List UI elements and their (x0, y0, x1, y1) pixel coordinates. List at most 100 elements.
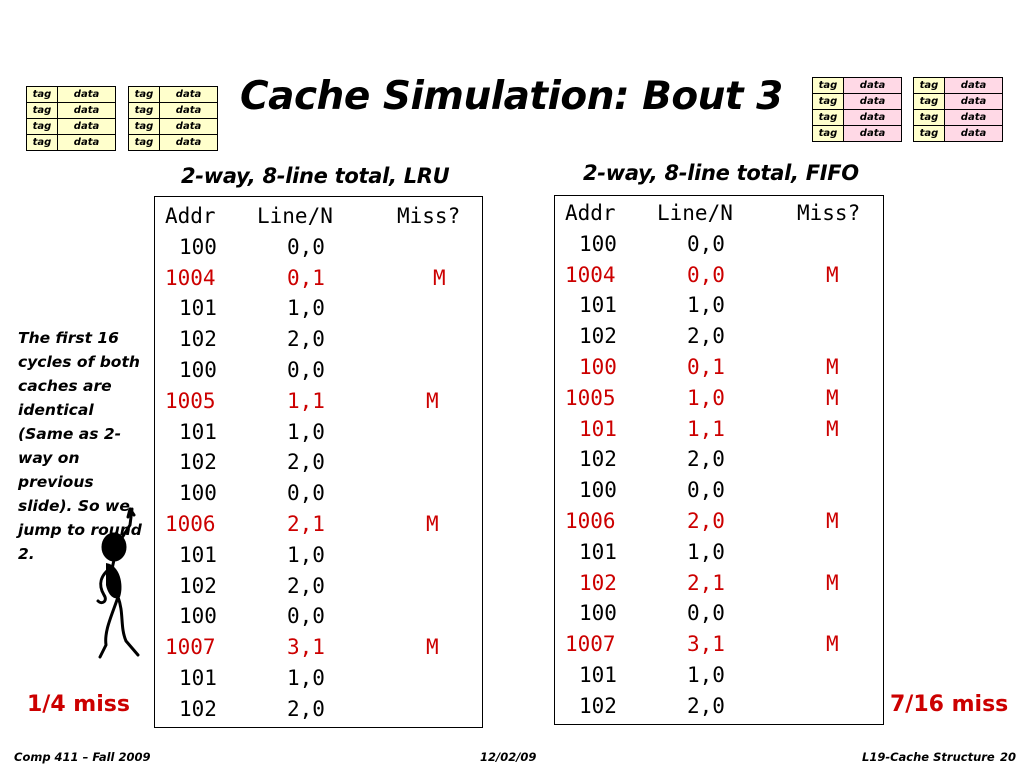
fifo-line-cell: 2,1 (687, 570, 725, 595)
lru-address-cell: 102 (179, 696, 217, 721)
lru-miss-cell: M (426, 511, 439, 536)
lru-address-cell: 100 (179, 604, 217, 629)
cache-data-cell: data (159, 134, 218, 151)
cache-tag-cell: tag (812, 109, 844, 126)
cache-data-cell: data (944, 109, 1003, 126)
lru-table-row: 100 0,0 (165, 355, 460, 386)
lru-table-row: 1007 3,1 M (165, 632, 460, 663)
fifo-line-cell: 0,0 (687, 262, 725, 287)
lru-line-cell: 2,0 (287, 327, 325, 352)
cache-diagram-left-1: tag data tag data tag data tag data (26, 86, 116, 151)
fifo-table-row: 102 2,1 M (565, 568, 860, 599)
fifo-miss-cell (797, 691, 860, 722)
lru-table-row: 1004 0,1 M (165, 263, 460, 294)
cache-tag-cell: tag (913, 77, 945, 94)
lru-table-row: 101 1,0 (165, 663, 460, 694)
cache-line: tag data (913, 93, 1003, 110)
fifo-miss-cell (797, 660, 860, 691)
fifo-address-cell: 102 (579, 570, 617, 595)
cache-data-cell: data (57, 134, 116, 151)
lru-miss-rate: 1/4 miss (27, 692, 130, 717)
lru-header-row: Addr Line/N Miss? (165, 201, 460, 232)
fifo-table-row: 1005 1,0 M (565, 383, 860, 414)
cache-line: tag data (812, 93, 902, 110)
lru-line-cell: 0,0 (287, 357, 325, 382)
lru-miss-cell (397, 355, 460, 386)
cache-line: tag data (128, 102, 218, 119)
fifo-subtitle: 2-way, 8-line total, FIFO (583, 161, 859, 185)
fifo-line-cell: 2,0 (687, 447, 725, 472)
fifo-address-cell: 100 (579, 478, 617, 503)
fifo-line-cell: 3,1 (687, 632, 725, 657)
cache-data-cell: data (843, 109, 902, 126)
fifo-line-cell: 1,0 (687, 293, 725, 318)
lru-miss-cell (397, 540, 460, 571)
cache-data-cell: data (159, 118, 218, 135)
fifo-miss-cell: M (826, 262, 839, 287)
lru-table-row: 1006 2,1 M (165, 509, 460, 540)
fifo-table-row: 1004 0,0 M (565, 260, 860, 291)
cache-tag-cell: tag (913, 125, 945, 142)
fifo-table: Addr Line/N Miss? 100 0,0 1004 0,0 M 101 1,0 10… (565, 198, 860, 722)
cache-line: tag data (913, 125, 1003, 142)
cache-data-cell: data (159, 86, 218, 103)
fifo-line-cell: 2,0 (687, 508, 725, 533)
lru-line-cell: 2,1 (287, 511, 325, 536)
lru-line-cell: 1,0 (287, 419, 325, 444)
fifo-address-cell: 102 (579, 324, 617, 349)
cache-tag-cell: tag (26, 86, 58, 103)
cache-line: tag data (913, 77, 1003, 94)
cache-data-cell: data (843, 125, 902, 142)
cache-line: tag data (26, 102, 116, 119)
fifo-address-cell: 100 (579, 354, 617, 379)
fifo-address-cell: 101 (579, 416, 617, 441)
lru-line-cell: 1,0 (287, 296, 325, 321)
cache-data-cell: data (944, 93, 1003, 110)
lru-line-cell: 1,0 (287, 542, 325, 567)
cache-tag-cell: tag (26, 118, 58, 135)
slide-title: Cache Simulation: Bout 3 (240, 74, 783, 119)
lru-line-cell: 1,1 (287, 388, 325, 413)
lru-miss-cell (397, 293, 460, 324)
cache-diagram-left-2: tag data tag data tag data tag data (128, 86, 218, 151)
lru-table-row: 101 1,0 (165, 293, 460, 324)
cache-line: tag data (128, 118, 218, 135)
fifo-table-row: 101 1,0 (565, 290, 860, 321)
cache-tag-cell: tag (812, 125, 844, 142)
lru-address-cell: 1006 (165, 511, 216, 536)
fifo-miss-cell: M (826, 570, 839, 595)
lru-table-row: 100 0,0 (165, 478, 460, 509)
cache-data-cell: data (843, 77, 902, 94)
lru-line-cell: 0,0 (287, 481, 325, 506)
fifo-address-cell: 101 (579, 662, 617, 687)
lru-table-row: 102 2,0 (165, 324, 460, 355)
cache-data-cell: data (57, 102, 116, 119)
lru-table-row: 100 0,0 (165, 232, 460, 263)
fifo-table-row: 102 2,0 (565, 444, 860, 475)
stick-figure-illustration (96, 507, 140, 659)
fifo-line-cell: 1,0 (687, 539, 725, 564)
lru-miss-cell (397, 232, 460, 263)
cache-line: tag data (812, 77, 902, 94)
lru-address-cell: 1007 (165, 635, 216, 660)
lru-line-cell: 3,1 (287, 635, 325, 660)
lru-miss-cell: M (426, 388, 439, 413)
cache-line: tag data (26, 86, 116, 103)
fifo-miss-cell (797, 537, 860, 568)
cache-data-cell: data (944, 77, 1003, 94)
fifo-miss-cell: M (826, 354, 839, 379)
fifo-table-row: 100 0,1 M (565, 352, 860, 383)
cache-data-cell: data (159, 102, 218, 119)
fifo-address-cell: 100 (579, 231, 617, 256)
cache-line: tag data (26, 134, 116, 151)
fifo-miss-cell (797, 444, 860, 475)
fifo-address-cell: 1004 (565, 262, 616, 287)
fifo-address-cell: 101 (579, 293, 617, 318)
lru-address-cell: 101 (179, 419, 217, 444)
fifo-address-cell: 1006 (565, 508, 616, 533)
lru-address-cell: 100 (179, 357, 217, 382)
cache-tag-cell: tag (128, 134, 160, 151)
fifo-line-cell: 0,0 (687, 231, 725, 256)
lru-address-cell: 102 (179, 573, 217, 598)
fifo-line-cell: 0,0 (687, 601, 725, 626)
